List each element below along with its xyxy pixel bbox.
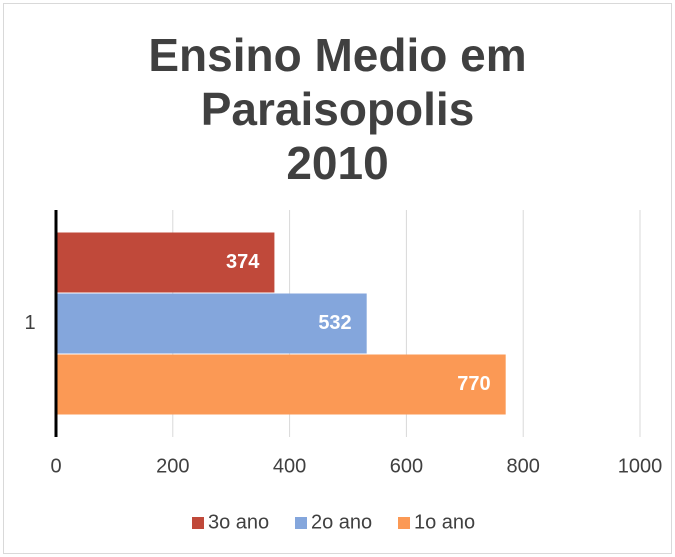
bar [56, 354, 506, 415]
y-tick-label: 1 [24, 312, 35, 334]
x-tick-label: 600 [390, 455, 423, 477]
bar [56, 232, 275, 293]
x-tick-label: 800 [507, 455, 540, 477]
x-tick-label: 1000 [618, 455, 663, 477]
legend-label: 2o ano [311, 511, 372, 533]
legend-label: 3o ano [208, 511, 269, 533]
bar [56, 293, 367, 354]
legend-swatch [398, 517, 410, 529]
x-tick-label: 0 [50, 455, 61, 477]
legend-swatch [192, 517, 204, 529]
x-tick-label: 200 [156, 455, 189, 477]
data-label: 532 [318, 312, 351, 334]
chart-title: Ensino Medio em Paraisopolis 2010 [148, 29, 527, 189]
x-tick-label: 400 [273, 455, 306, 477]
data-label: 770 [457, 373, 490, 395]
legend-label: 1o ano [414, 511, 475, 533]
data-label: 374 [226, 251, 260, 273]
legend-swatch [295, 517, 307, 529]
